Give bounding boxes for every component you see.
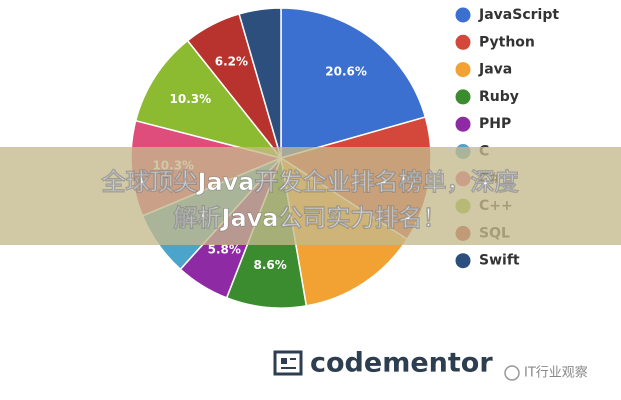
legend-swatch bbox=[455, 116, 471, 132]
logo-text: codementor bbox=[310, 348, 493, 379]
legend-swatch bbox=[455, 62, 471, 78]
watermark-icon bbox=[504, 365, 520, 381]
banner-line: 解析Java公司实力排名！ bbox=[174, 204, 447, 232]
legend-label: Python bbox=[479, 34, 535, 50]
legend-label: Java bbox=[478, 62, 512, 78]
legend-swatch bbox=[455, 89, 471, 105]
pie-slice bbox=[238, 7, 282, 159]
slice-label: 8.6% bbox=[254, 258, 287, 272]
slice-label: 6.2% bbox=[215, 55, 248, 69]
legend-swatch bbox=[455, 34, 471, 50]
legend-label: Ruby bbox=[479, 89, 519, 105]
watermark: IT行业观察 bbox=[524, 366, 588, 381]
slice-label: 20.6% bbox=[325, 64, 367, 78]
pie-slice bbox=[134, 39, 283, 160]
slice-label: 5.8% bbox=[208, 242, 241, 256]
banner bbox=[0, 147, 621, 245]
logo-icon bbox=[273, 350, 303, 376]
legend-label: JavaScript bbox=[478, 7, 559, 23]
legend-label: PHP bbox=[479, 116, 511, 132]
slice-label: 10.3% bbox=[170, 92, 212, 106]
banner-line: 全球顶尖Java开发企业排名榜单，深度 bbox=[101, 168, 520, 196]
legend-swatch bbox=[455, 253, 471, 269]
legend-label: Swift bbox=[479, 253, 520, 269]
legend-swatch bbox=[455, 7, 471, 23]
pie-slice bbox=[280, 7, 427, 159]
